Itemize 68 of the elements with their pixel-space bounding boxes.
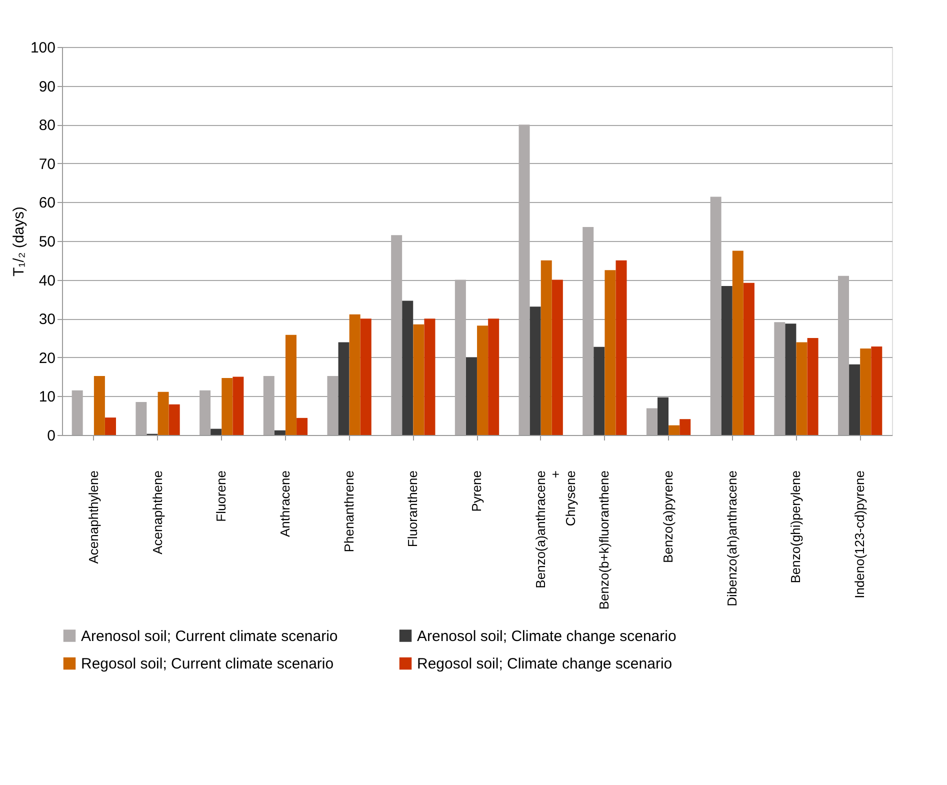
bar [136,402,147,435]
bar [338,342,350,435]
y-tick-label: 40 [38,272,56,290]
bar [274,430,286,435]
y-tick-label: 80 [38,117,56,134]
y-tick-label: 50 [38,234,56,250]
x-tick-label: Indeno(123-cd)pyrene [852,470,868,598]
bar [721,286,732,435]
x-tick-label: Dibenzo(ah)anthracene [724,470,740,606]
bar [402,300,414,435]
bar [349,314,360,435]
bar [849,364,860,435]
bar [413,324,424,435]
bar [871,346,882,435]
bar [158,392,169,435]
bar [105,418,116,435]
y-tick-label: 20 [38,350,56,367]
bar [604,270,616,435]
bar [616,260,627,435]
y-tick-label: 0 [47,428,56,444]
y-tick-label: 10 [38,388,56,406]
bar [807,338,818,435]
bar [658,397,669,435]
x-tick-label: Phenanthrene [341,470,356,552]
bar [540,260,552,435]
x-tick-label: Fluoranthene [405,470,420,548]
x-tick-label: Fluorene [214,470,229,522]
bar [285,334,296,435]
bar [530,306,541,435]
x-tick-label: Benzo(a)anthracene + Chrysene [532,470,578,588]
bar [222,378,233,435]
x-tick-label: Acenaphthene [150,470,165,554]
bar [646,408,658,435]
x-tick-label: Benzo(b+k)fluoranthene [596,470,612,610]
x-tick-label: Anthracene [277,470,292,537]
bar [594,346,605,435]
bar [785,324,796,435]
bar [477,326,488,435]
bar [360,318,372,435]
legend-label: Arenosol soil; Climate change scenario [417,628,676,645]
x-tick-label: Benzo(a)pyrene [660,470,676,563]
x-tick-label: Benzo(ghi)perylene [788,470,804,584]
legend-label: Regosol soil; Current climate scenario [81,656,334,672]
y-axis-title: T₁/₂ (days) [10,206,28,277]
bar [466,357,477,435]
bar [680,419,691,435]
bar [732,250,744,435]
y-tick-label: 100 [30,40,56,56]
bar [552,280,563,435]
bar [168,404,180,435]
bar [424,318,436,435]
legend-label: Regosol soil; Climate change scenario [417,656,672,672]
bar [94,376,105,435]
bar [860,348,872,435]
bar [668,425,680,435]
bar [210,428,222,435]
y-tick-label: 70 [38,156,56,173]
x-tick-label: Acenaphthylene [86,470,101,564]
y-tick-label: 90 [38,78,56,96]
y-tick-label: 60 [38,194,56,212]
y-tick-label: 30 [38,311,56,328]
bar [796,342,808,435]
legend-label: Arenosol soil; Current climate scenario [81,628,338,645]
bar [296,418,308,435]
bar [743,282,754,435]
bar [488,318,500,435]
bar [232,376,244,435]
x-tick-label: Pyrene [469,470,484,512]
